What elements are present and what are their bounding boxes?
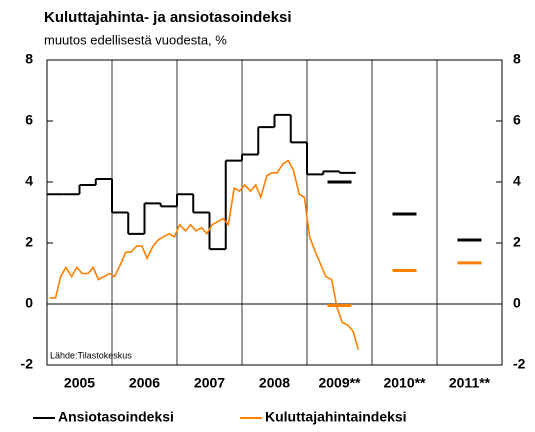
x-tick-label: 2011**	[449, 375, 491, 391]
y2-tick-label: 6	[513, 112, 521, 128]
y-tick-label: 0	[25, 295, 33, 311]
y2-tick-label: 0	[513, 295, 521, 311]
x-tick-label: 2006	[129, 375, 160, 391]
x-tick-label: 2008	[259, 375, 290, 391]
x-tick-label: 2009**	[318, 375, 361, 391]
source-note: Lähde:Tilastokeskus	[50, 350, 132, 360]
plot-frame	[46, 59, 503, 366]
y2-tick-label: 8	[513, 51, 521, 67]
y2-tick-label: -2	[513, 356, 526, 372]
y-tick-label: -2	[21, 356, 34, 372]
y-tick-label: 8	[25, 51, 33, 67]
chart-title: Kuluttajahinta- ja ansiotasoindeksi	[44, 9, 292, 26]
y-tick-label: 6	[25, 112, 33, 128]
x-tick-label: 2007	[194, 375, 225, 391]
chart-subtitle: muutos edellisestä vuodesta, %	[44, 32, 227, 47]
y2-tick-label: 4	[513, 173, 521, 189]
y-tick-label: 2	[25, 234, 33, 250]
x-tick-label: 2010**	[383, 375, 426, 391]
legend-label: Ansiotasoindeksi	[58, 409, 174, 425]
line-series	[49, 159, 360, 351]
legend-label: Kuluttajahintaindeksi	[265, 409, 407, 425]
y2-tick-label: 2	[513, 234, 521, 250]
x-tick-label: 2005	[64, 375, 95, 391]
y-tick-label: 4	[25, 173, 33, 189]
